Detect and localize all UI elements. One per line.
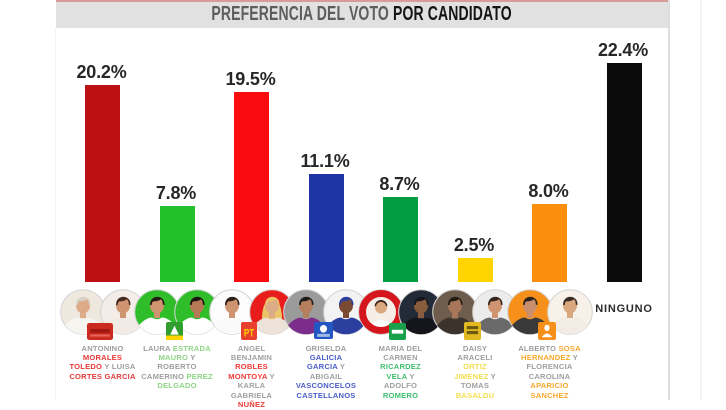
- svg-text:PT: PT: [243, 327, 253, 340]
